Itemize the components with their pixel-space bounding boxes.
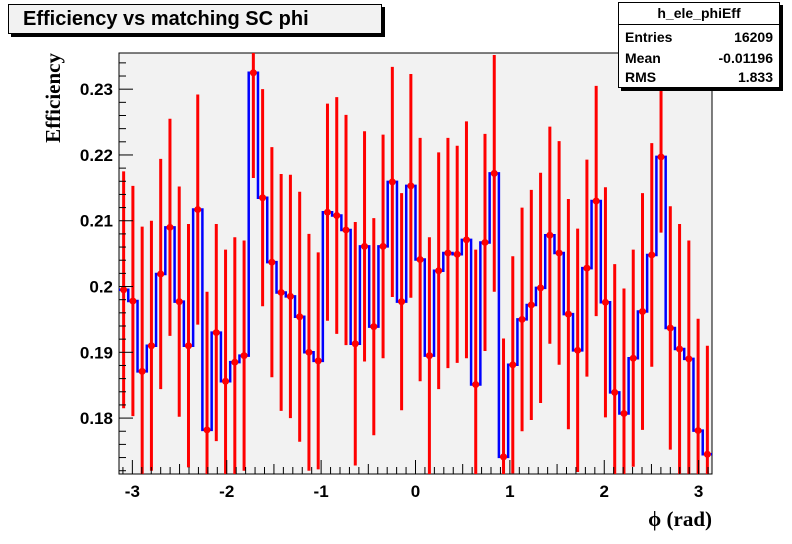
data-point: [212, 329, 220, 337]
stats-label: RMS: [625, 69, 657, 85]
data-point: [648, 251, 656, 259]
x-tick-label: 0: [411, 482, 420, 501]
data-point: [147, 342, 155, 350]
data-point: [222, 377, 230, 385]
chart-title: Efficiency vs matching SC phi: [23, 8, 309, 30]
x-tick-label: -2: [219, 482, 234, 501]
data-point: [138, 367, 146, 375]
data-point: [370, 323, 378, 331]
stats-histogram-name: h_ele_phiEff: [619, 3, 779, 25]
data-point: [574, 346, 582, 354]
data-point: [333, 211, 341, 219]
data-point: [611, 388, 619, 396]
data-point: [564, 310, 572, 318]
data-point: [361, 242, 369, 250]
data-point: [249, 69, 257, 77]
stats-label: Entries: [625, 29, 673, 45]
stats-row-entries: Entries 16209: [625, 27, 773, 47]
data-point: [500, 453, 508, 461]
x-axis-title: ϕ (rad): [648, 507, 712, 531]
data-point: [323, 208, 331, 216]
data-point: [639, 308, 647, 316]
data-point: [342, 226, 350, 234]
data-point: [425, 352, 433, 360]
data-point: [435, 267, 443, 275]
data-point: [555, 249, 563, 257]
x-tick-label: 1: [505, 482, 514, 501]
data-point: [286, 292, 294, 300]
data-point: [351, 340, 359, 348]
data-point: [166, 223, 174, 231]
data-point: [379, 242, 387, 250]
data-point: [120, 286, 128, 294]
y-tick-label: 0.22: [80, 146, 113, 165]
data-point: [231, 358, 239, 366]
axis-marks: 0.18 0.19 0.2 0.21 0.22 0.23 -3 -2 -1 0 1 2 3: [80, 62, 709, 501]
data-point: [694, 427, 702, 435]
data-point: [509, 361, 517, 369]
y-axis-title: Efficiency: [41, 53, 65, 143]
data-point: [407, 182, 415, 190]
data-point: [518, 315, 526, 323]
stats-row-rms: RMS 1.833: [625, 67, 773, 87]
data-point: [305, 348, 313, 356]
data-point: [472, 381, 480, 389]
stats-value: 1.833: [737, 69, 773, 85]
x-tick-label: 3: [694, 482, 703, 501]
data-point: [462, 236, 470, 244]
data-point: [314, 357, 322, 365]
data-point: [416, 256, 424, 264]
stats-label: Mean: [625, 50, 661, 66]
x-tick-label: -1: [314, 482, 329, 501]
data-point: [296, 313, 304, 321]
data-point: [481, 238, 489, 246]
data-point: [184, 342, 192, 350]
stats-row-mean: Mean -0.01196: [625, 48, 773, 68]
data-point: [240, 352, 248, 360]
x-tick-label: 2: [600, 482, 609, 501]
data-point: [629, 354, 637, 362]
data-point: [444, 249, 452, 257]
y-tick-label: 0.23: [80, 80, 113, 99]
data-point: [453, 250, 461, 258]
data-point: [666, 324, 674, 332]
data-point: [175, 298, 183, 306]
plot-frame: [118, 52, 713, 475]
data-point: [620, 409, 628, 417]
data-point: [268, 258, 276, 266]
data-point: [546, 231, 554, 239]
data-point: [388, 178, 396, 186]
data-point: [203, 426, 211, 434]
data-point: [676, 345, 684, 353]
histogram-step-line: [119, 71, 712, 459]
plot-marks: [119, 53, 712, 474]
data-point: [592, 197, 600, 205]
y-tick-label: 0.19: [80, 343, 113, 362]
data-point: [583, 264, 591, 272]
data-point: [703, 450, 711, 458]
x-tick-label: -3: [125, 482, 140, 501]
data-point: [685, 355, 693, 363]
data-point: [157, 270, 165, 278]
stats-value: -0.01196: [718, 50, 774, 66]
y-tick-label: 0.21: [80, 212, 113, 231]
y-tick-label: 0.2: [89, 278, 113, 297]
data-point: [194, 206, 202, 214]
data-point: [277, 288, 285, 296]
data-point: [657, 153, 665, 161]
data-point: [490, 169, 498, 177]
data-point: [537, 284, 545, 292]
data-point: [398, 298, 406, 306]
stats-value: 16209: [734, 29, 773, 45]
data-point: [259, 194, 267, 202]
data-point: [601, 298, 609, 306]
data-point: [527, 301, 535, 309]
y-tick-label: 0.18: [80, 409, 113, 428]
stats-box: h_ele_phiEff Entries 16209 Mean -0.01196…: [618, 2, 780, 88]
chart-title-box: Efficiency vs matching SC phi: [8, 4, 382, 34]
data-point: [129, 297, 137, 305]
